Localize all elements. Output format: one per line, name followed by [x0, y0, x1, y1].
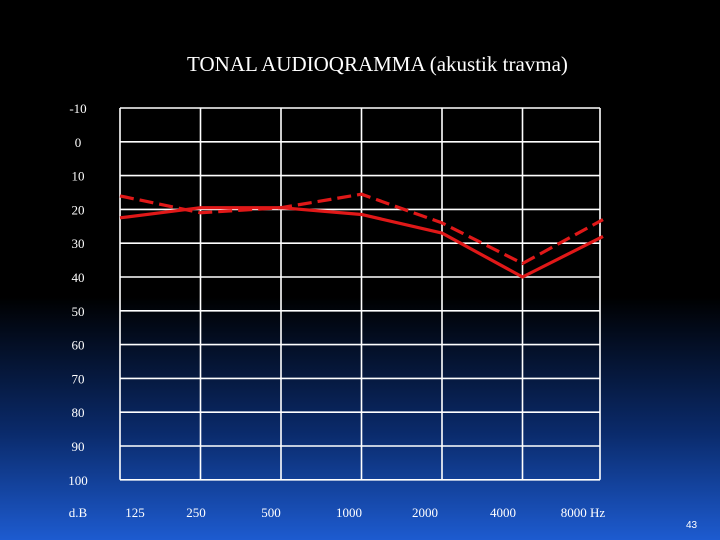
- y-tick-label: 40: [72, 270, 85, 285]
- x-tick-label: 2000: [412, 505, 438, 520]
- x-tick-label: 4000: [490, 505, 516, 520]
- y-tick-labels: -10 0 10 20 30 40 50 60 70 80 90 100: [68, 101, 88, 488]
- x-tick-labels: d.B 125 250 500 1000 2000 4000 8000 Hz: [69, 505, 606, 520]
- y-tick-label: 80: [72, 405, 85, 420]
- chart-grid: [119, 107, 601, 481]
- x-tick-label: 500: [261, 505, 281, 520]
- x-tick-label: 1000: [336, 505, 362, 520]
- y-tick-label: 10: [72, 169, 85, 184]
- y-tick-label: 30: [72, 236, 85, 251]
- y-tick-label: 60: [72, 338, 85, 353]
- x-tick-label: 125: [125, 505, 145, 520]
- y-tick-label: 100: [68, 473, 88, 488]
- x-tick-label: 8000 Hz: [561, 505, 606, 520]
- y-tick-label: -10: [69, 101, 86, 116]
- y-unit-label: d.B: [69, 505, 88, 520]
- y-tick-label: 0: [75, 135, 82, 150]
- x-tick-label: 250: [186, 505, 206, 520]
- slide-title: TONAL AUDIOQRAMMA (akustik travma): [187, 52, 568, 76]
- y-tick-label: 50: [72, 304, 85, 319]
- page-number: 43: [686, 520, 698, 531]
- y-tick-label: 90: [72, 439, 85, 454]
- y-tick-label: 20: [72, 202, 85, 217]
- series-lines: [119, 192, 604, 279]
- y-tick-label: 70: [72, 371, 85, 386]
